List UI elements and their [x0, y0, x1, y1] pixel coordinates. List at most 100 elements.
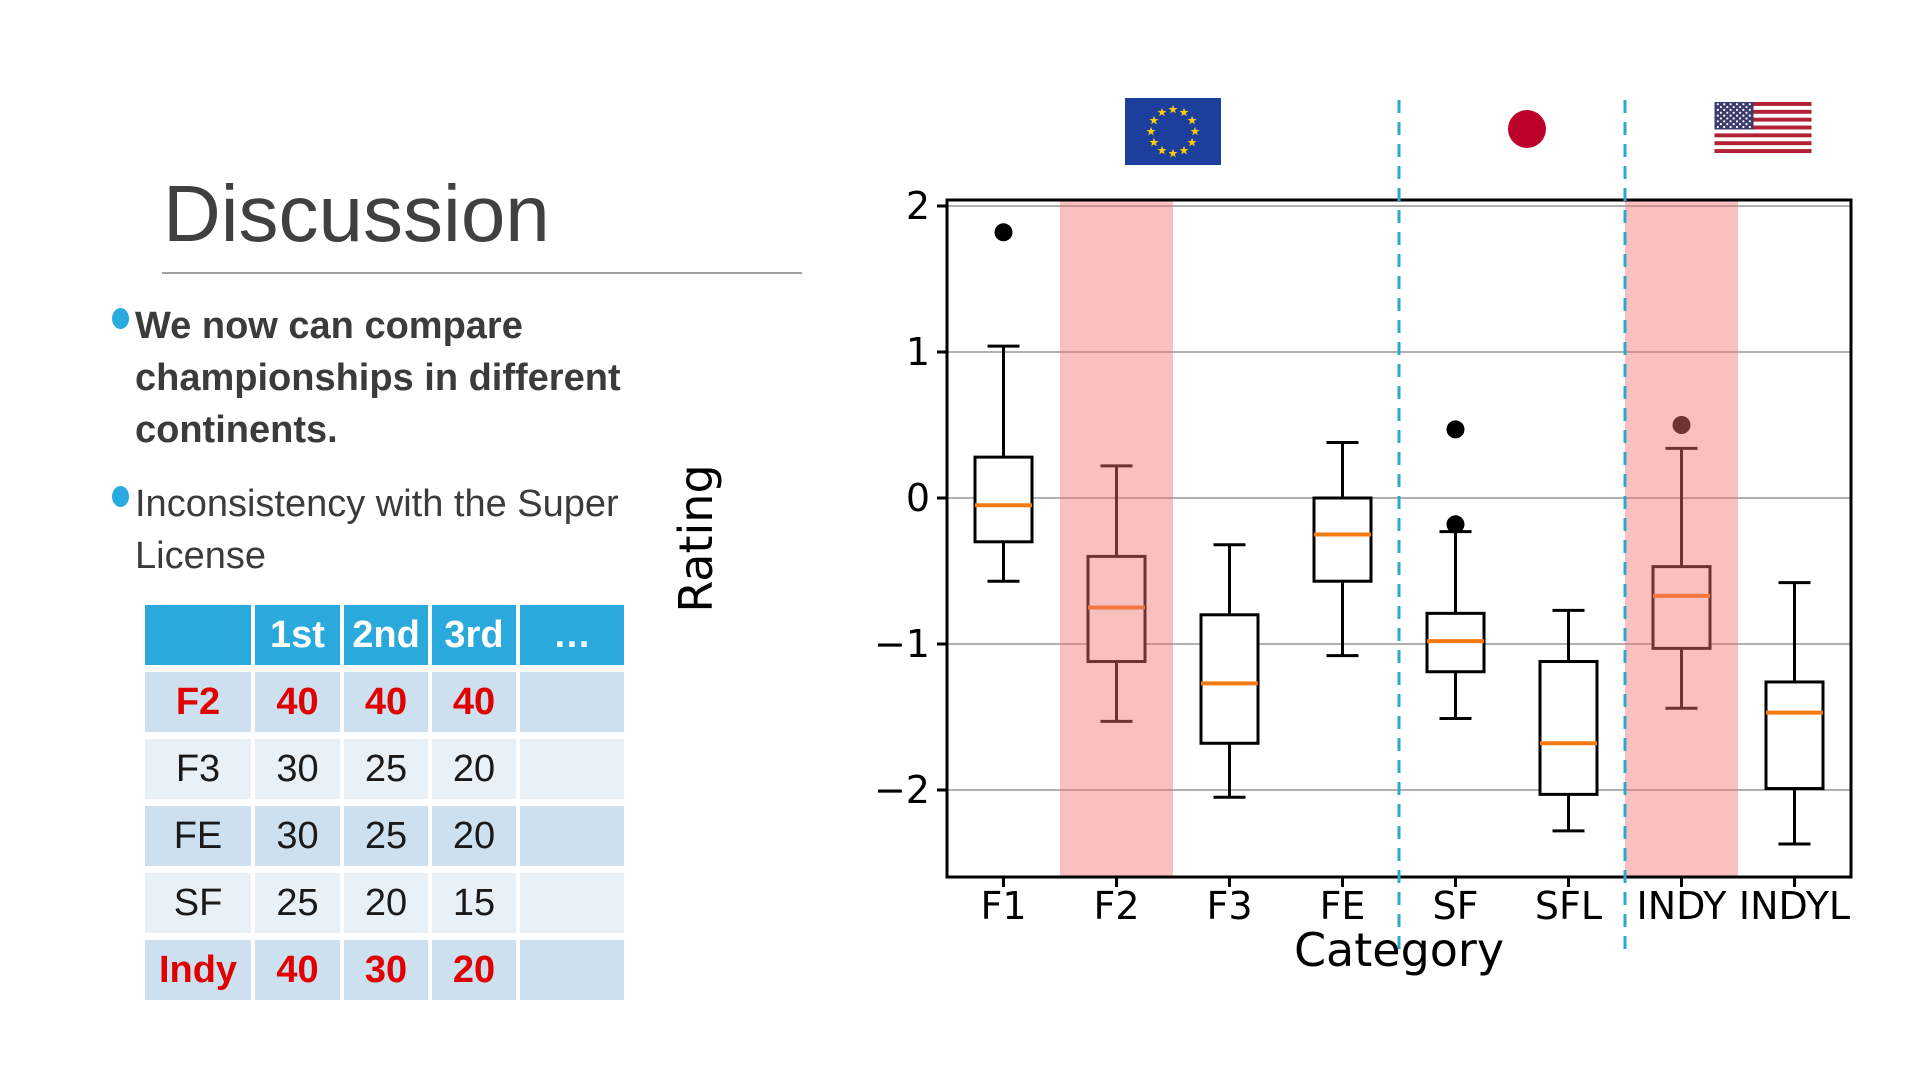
us-flag-star: [1739, 117, 1742, 120]
highlight-band-indy: [1625, 200, 1738, 877]
highlight-band-f2: [1060, 200, 1173, 877]
us-flag-star: [1726, 111, 1729, 114]
us-flag-star: [1732, 123, 1735, 126]
us-flag-star: [1729, 120, 1732, 123]
x-tick-label: SFL: [1535, 884, 1602, 928]
us-flag-star: [1726, 123, 1729, 126]
table-cell: 25: [344, 806, 428, 866]
us-flag-stripe: [1714, 109, 1812, 114]
us-flag-star: [1748, 125, 1751, 129]
table-cell: 25: [344, 739, 428, 799]
x-tick-label: SF: [1433, 884, 1479, 928]
us-flag-star: [1716, 108, 1719, 111]
table-cell: [520, 739, 624, 799]
box-indy: [1651, 565, 1712, 650]
eu-flag-star: [1149, 137, 1159, 147]
table-cell: SF: [145, 873, 251, 933]
x-tick-label: FE: [1320, 884, 1366, 928]
x-tick-label: F3: [1206, 884, 1252, 928]
title-underline: [162, 272, 802, 274]
us-flag-star: [1742, 114, 1745, 117]
us-flag-stripe: [1714, 102, 1812, 106]
eu-flag-star: [1149, 115, 1159, 125]
table-cell: 40: [344, 672, 428, 732]
y-tick-label: 1: [906, 330, 930, 374]
us-flag-star: [1723, 103, 1726, 106]
table-row: F2 40 40 40: [145, 672, 624, 732]
us-flag-stripe: [1714, 125, 1812, 130]
us-flag-star: [1742, 108, 1745, 111]
table-cell: 15: [432, 873, 516, 933]
bullet-inconsistency: Inconsistency with the Super License: [112, 478, 712, 582]
us-flag-star: [1729, 125, 1732, 129]
us-flag-stripe: [1714, 133, 1812, 138]
us-flag-star: [1719, 117, 1722, 120]
x-tick-label: F2: [1093, 884, 1139, 928]
us-flag-star: [1735, 114, 1739, 117]
table-row: FE 30 25 20: [145, 806, 624, 866]
y-tick-label: −2: [874, 768, 930, 812]
us-flag-star: [1726, 117, 1729, 120]
table-cell: 20: [432, 739, 516, 799]
eu-flag-star: [1187, 115, 1197, 125]
table-cell: 40: [255, 672, 340, 732]
outlier-point: [1446, 515, 1465, 534]
us-flag-star: [1729, 108, 1732, 111]
us-flag-star: [1739, 123, 1742, 126]
outlier-point: [1446, 420, 1465, 439]
table-cell: 40: [255, 940, 340, 1000]
us-flag-star: [1732, 111, 1735, 114]
us-flag-star: [1719, 111, 1722, 114]
table-row: SF 25 20 15: [145, 873, 624, 933]
column-header: …: [520, 605, 624, 665]
us-flag-star: [1748, 120, 1751, 123]
us-flag-star: [1735, 108, 1739, 111]
eu-flag-star: [1179, 145, 1189, 155]
eu-flag-star: [1157, 107, 1167, 117]
us-flag-star: [1723, 120, 1726, 123]
us-flag-star: [1742, 120, 1745, 123]
eu-flag-star: [1179, 107, 1189, 117]
y-tick-label: 2: [906, 184, 930, 228]
us-flag-star: [1745, 123, 1748, 126]
box-fe: [1312, 496, 1373, 583]
table-cell: F2: [145, 672, 251, 732]
table-cell: Indy: [145, 940, 251, 1000]
table-cell: FE: [145, 806, 251, 866]
outlier-point: [994, 223, 1013, 242]
bullet-text: Inconsistency with the Super License: [135, 483, 619, 577]
us-flag-star: [1735, 103, 1739, 106]
eu-flag-star: [1157, 145, 1167, 155]
table-cell: 40: [432, 672, 516, 732]
table-cell: 20: [432, 806, 516, 866]
table-cell: 30: [255, 806, 340, 866]
eu-flag-star: [1146, 126, 1156, 136]
bullet-compare: We now can compare championships in diff…: [112, 300, 712, 456]
table-cell: [520, 940, 624, 1000]
us-flag-star: [1735, 125, 1739, 129]
points-table-header: 1st 2nd 3rd…: [145, 605, 624, 665]
us-flag-star: [1716, 120, 1719, 123]
us-flag-star: [1742, 125, 1745, 129]
column-header: 2nd: [344, 605, 428, 665]
us-flag-star: [1716, 103, 1719, 106]
us-flag-star: [1732, 105, 1735, 109]
us-flag-star: [1745, 111, 1748, 114]
us-flag-star: [1726, 105, 1729, 109]
us-flag-star: [1748, 103, 1751, 106]
y-tick-label: 0: [906, 476, 930, 520]
box-f3: [1199, 613, 1260, 745]
us-flag-star: [1719, 105, 1722, 109]
us-flag-star: [1735, 120, 1739, 123]
us-flag-star: [1723, 114, 1726, 117]
us-flag-star: [1748, 114, 1751, 117]
us-flag-star: [1716, 114, 1719, 117]
us-flag-star: [1716, 125, 1719, 129]
column-header: [145, 605, 251, 665]
table-cell: [520, 806, 624, 866]
page-title: Discussion: [163, 169, 550, 258]
column-header: 1st: [255, 605, 340, 665]
us-flag-stripe: [1714, 117, 1812, 122]
us-flag-star: [1739, 105, 1742, 109]
